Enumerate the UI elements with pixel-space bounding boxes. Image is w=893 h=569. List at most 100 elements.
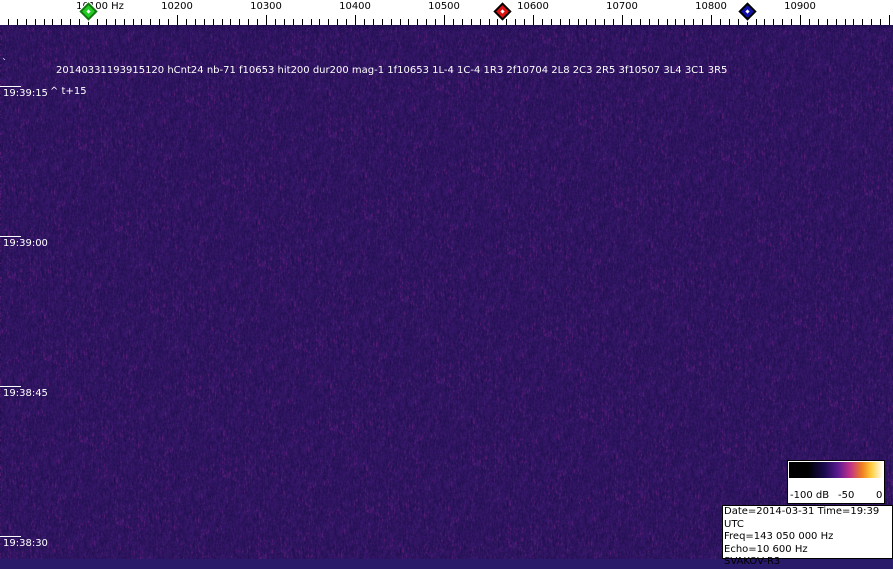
frequency-tick — [203, 19, 205, 25]
frequency-tick — [43, 19, 45, 25]
frequency-tick — [773, 19, 775, 25]
time-label-2: 19:39:00 — [3, 238, 48, 249]
frequency-tick — [274, 19, 276, 25]
frequency-tick — [844, 19, 846, 25]
frequency-tick — [34, 19, 36, 25]
spectrogram-waterfall — [0, 25, 893, 559]
colorbar-label-mid: -50 — [838, 490, 855, 501]
frequency-text: Freq=143 050 000 Hz — [724, 531, 834, 542]
time-tick-line — [0, 536, 21, 537]
frequency-label: 10500 — [428, 1, 460, 12]
frequency-tick — [319, 19, 321, 25]
frequency-tick — [16, 19, 18, 25]
frequency-tick — [684, 19, 686, 25]
frequency-tick — [622, 15, 623, 25]
time-tick-line — [0, 236, 21, 237]
frequency-tick — [524, 19, 526, 25]
frequency-tick — [711, 15, 712, 25]
frequency-tick — [185, 19, 187, 25]
frequency-label: 10200 — [161, 1, 193, 12]
frequency-tick — [426, 19, 428, 25]
frequency-tick — [292, 19, 294, 25]
frequency-tick — [817, 19, 819, 25]
frequency-tick — [461, 19, 463, 25]
frequency-tick — [444, 15, 445, 25]
frequency-tick — [470, 19, 472, 25]
red-marker-icon[interactable] — [491, 0, 513, 23]
frequency-tick — [808, 19, 810, 25]
frequency-label: 10900 — [784, 1, 816, 12]
frequency-tick — [212, 19, 214, 25]
frequency-tick — [826, 19, 828, 25]
echo-text: Echo=10 600 Hz — [724, 543, 808, 555]
frequency-tick — [595, 19, 597, 25]
frequency-tick — [702, 19, 704, 25]
blue-marker-icon[interactable] — [737, 0, 759, 23]
frequency-tick — [452, 19, 454, 25]
frequency-tick — [346, 19, 348, 25]
color-gradient — [789, 462, 883, 478]
time-label-1: 19:39:15 — [3, 88, 48, 99]
frequency-tick — [764, 19, 766, 25]
frequency-tick — [177, 15, 178, 25]
time-tick-line — [0, 386, 21, 387]
frequency-tick — [800, 15, 801, 25]
frequency-tick — [230, 19, 232, 25]
frequency-label: 10800 — [695, 1, 727, 12]
frequency-tick — [408, 19, 410, 25]
color-scale-legend: -100 dB -50 0 — [787, 460, 885, 504]
frequency-tick — [648, 19, 650, 25]
frequency-tick — [515, 19, 517, 25]
frequency-tick — [168, 19, 170, 25]
frequency-tick — [70, 19, 72, 25]
colorbar-label-max: 0 — [876, 490, 883, 501]
frequency-tick — [693, 19, 695, 25]
frequency-tick — [7, 19, 9, 25]
frequency-tick — [257, 19, 259, 25]
frequency-tick — [114, 19, 116, 25]
frequency-label: 10400 — [339, 1, 371, 12]
frequency-tick — [52, 19, 54, 25]
frequency-tick — [728, 19, 730, 25]
info-box: Date=2014-03-31 Time=19:39 UTC Freq=143 … — [722, 505, 893, 567]
frequency-tick — [479, 19, 481, 25]
frequency-tick — [506, 19, 508, 25]
colorbar-label-min: -100 dB — [790, 490, 830, 501]
frequency-tick — [372, 19, 374, 25]
frequency-tick — [719, 19, 721, 25]
frequency-tick — [123, 19, 125, 25]
frequency-tick — [630, 19, 632, 25]
frequency-tick — [604, 19, 606, 25]
frequency-tick — [675, 19, 677, 25]
frequency-tick — [746, 19, 748, 25]
frequency-tick — [328, 19, 330, 25]
frequency-tick — [853, 19, 855, 25]
frequency-label: 10700 — [606, 1, 638, 12]
frequency-tick — [221, 19, 223, 25]
frequency-tick — [613, 19, 615, 25]
frequency-tick — [782, 19, 784, 25]
time-offset-label: ^ t+15 — [50, 86, 87, 97]
frequency-tick — [666, 19, 668, 25]
frequency-tick — [559, 19, 561, 25]
frequency-tick — [248, 19, 250, 25]
time-label-4: 19:38:30 — [3, 538, 48, 549]
station-text: SVAKOV-R3 — [724, 556, 781, 567]
frequency-tick — [541, 19, 543, 25]
frequency-label: 10300 — [250, 1, 282, 12]
frequency-tick — [310, 19, 312, 25]
frequency-tick — [862, 19, 864, 25]
frequency-tick — [586, 19, 588, 25]
frequency-tick — [381, 19, 383, 25]
date-time-text: Date=2014-03-31 Time=19:39 UTC — [724, 506, 880, 530]
frequency-tick — [791, 19, 793, 25]
frequency-tick — [283, 19, 285, 25]
frequency-tick — [150, 19, 152, 25]
frequency-tick — [550, 19, 552, 25]
frequency-tick — [568, 19, 570, 25]
frequency-tick — [25, 19, 27, 25]
frequency-tick — [657, 19, 659, 25]
frequency-tick — [194, 19, 196, 25]
frequency-label: 10600 — [517, 1, 549, 12]
frequency-tick — [533, 15, 534, 25]
